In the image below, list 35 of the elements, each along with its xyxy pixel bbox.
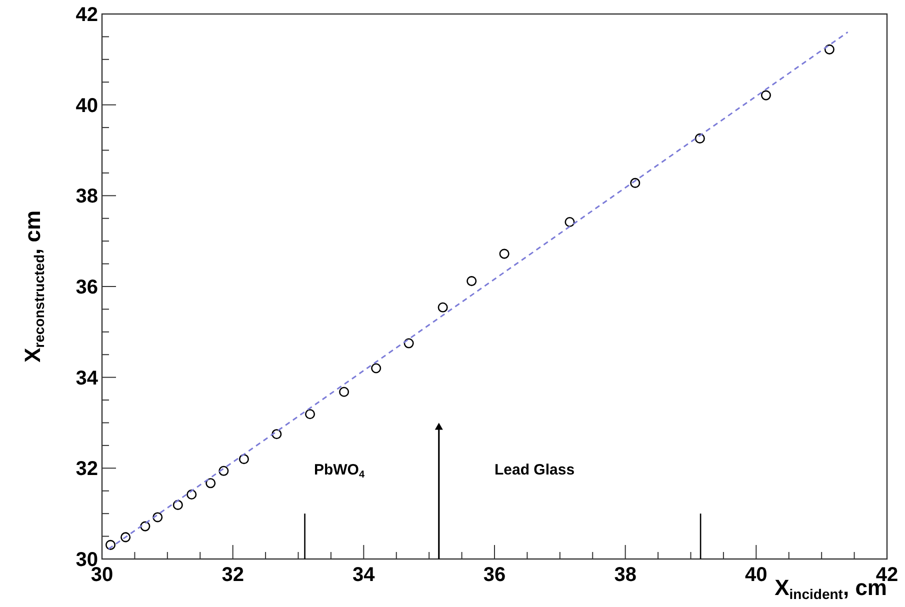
annotation: Lead Glass — [494, 462, 575, 479]
point — [305, 409, 316, 420]
point — [272, 429, 282, 440]
point — [499, 248, 510, 259]
x-tick-label: 34 — [352, 564, 376, 586]
point — [238, 454, 249, 464]
point — [404, 338, 414, 348]
point — [140, 521, 150, 532]
y-tick-label: 40 — [76, 94, 98, 117]
y-tick-label: 38 — [76, 186, 98, 208]
point — [218, 466, 229, 476]
point — [120, 532, 131, 542]
y-tick-label: 36 — [76, 276, 98, 298]
point — [152, 512, 163, 522]
point — [630, 178, 640, 188]
point — [438, 302, 448, 312]
x-tick-label: 32 — [222, 564, 244, 586]
x-tick-label: 40 — [745, 564, 768, 586]
y-tick-label: 34 — [76, 367, 99, 390]
y-tick-label: 32 — [76, 458, 98, 480]
point — [172, 500, 183, 510]
point — [371, 363, 382, 374]
x-tick-label: 36 — [483, 564, 506, 586]
point — [339, 386, 350, 397]
point — [206, 478, 216, 488]
point — [186, 489, 197, 500]
x-tick-label: 38 — [614, 564, 636, 586]
point — [466, 276, 477, 286]
annotation: PbWO$_{4}$ — [314, 462, 365, 481]
point — [564, 216, 575, 228]
point — [824, 44, 834, 54]
point — [105, 540, 116, 550]
point — [760, 90, 771, 100]
point — [694, 133, 705, 144]
y-tick-label: 42 — [76, 4, 98, 26]
